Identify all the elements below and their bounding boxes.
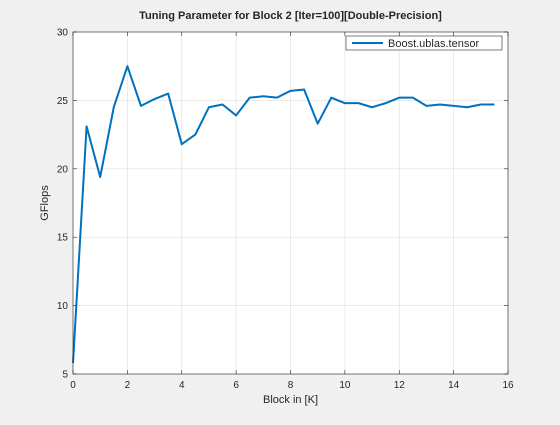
legend: Boost.ublas.tensor xyxy=(345,35,503,51)
legend-label: Boost.ublas.tensor xyxy=(388,38,479,50)
axis-ticks xyxy=(72,31,509,375)
x-tick-label: 4 xyxy=(179,380,185,391)
x-tick-label: 8 xyxy=(288,380,294,391)
x-axis-label: Block in [K] xyxy=(263,394,318,406)
series-line xyxy=(72,65,495,364)
plot-area xyxy=(73,32,508,374)
grid-lines xyxy=(72,31,509,375)
x-tick-label: 16 xyxy=(502,380,514,391)
legend-box xyxy=(345,35,503,51)
x-tick-label: 0 xyxy=(70,380,76,391)
y-tick-label: 20 xyxy=(57,164,69,175)
chart-title: Tuning Parameter for Block 2 [Iter=100][… xyxy=(139,10,442,22)
x-tick-label: 14 xyxy=(448,380,460,391)
series-layer xyxy=(72,65,495,364)
x-tick-label: 6 xyxy=(233,380,239,391)
x-tick-label: 2 xyxy=(125,380,131,391)
y-tick-label: 10 xyxy=(57,301,69,312)
y-tick-label: 30 xyxy=(57,28,69,39)
y-tick-label: 15 xyxy=(57,233,69,244)
x-tick-label: 10 xyxy=(339,380,351,391)
tick-labels: 0 2 4 6 8 10 12 14 16 5 10 15 20 25 30 xyxy=(57,28,514,392)
x-tick-label: 12 xyxy=(394,380,406,391)
y-axis-label: GFlops xyxy=(39,185,51,221)
y-tick-label: 5 xyxy=(62,370,68,381)
y-tick-label: 25 xyxy=(57,96,69,107)
